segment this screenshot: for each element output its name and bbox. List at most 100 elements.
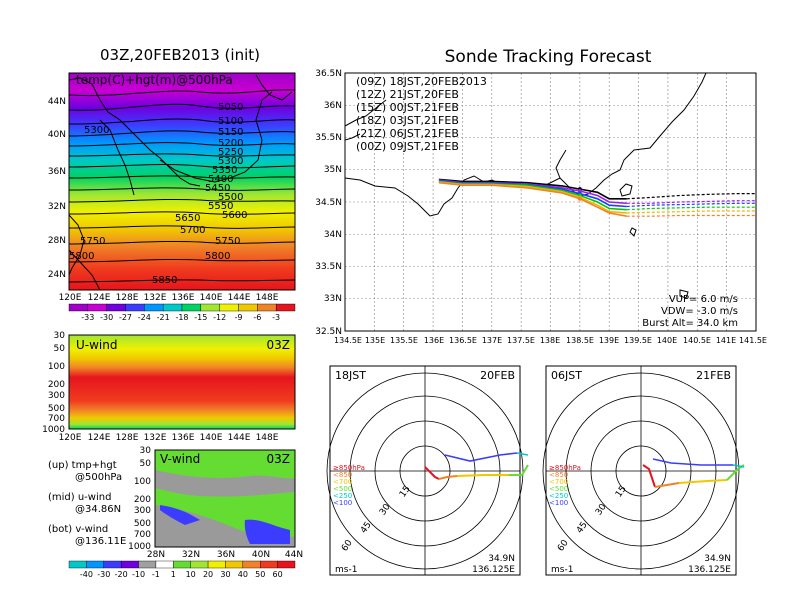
contour-label: 5750: [215, 236, 240, 247]
x-tick: 124E: [88, 433, 111, 443]
level-label: <850: [333, 471, 352, 479]
u-wind-time: 03Z: [267, 338, 291, 352]
wind-colorbar: -40 -30 -20 -10 -1 1 10 20 30 40 50 60: [68, 560, 296, 579]
lon-tick: 139.5E: [624, 336, 652, 345]
hodograph-trace: [509, 464, 529, 476]
contour-label: 5300: [218, 156, 243, 167]
top-map-lon-ticks: 120E 124E 128E 132E 136E 140E 144E 148E: [59, 293, 279, 303]
y-tick: 1000: [42, 425, 65, 435]
track-lat-ticks: 36.5N 36N 35.5N 35N 34.5N 34N 33.5N 33N …: [315, 69, 342, 337]
contour-label: 5800: [69, 251, 94, 262]
lon-tick: 140.5E: [683, 336, 711, 345]
lat-tick: 40N: [48, 130, 66, 140]
colorbar-label: 30: [220, 570, 230, 579]
colorbar-label: -30: [97, 570, 110, 579]
lat-tick: 32.5N: [315, 327, 342, 337]
colorbar-swatch: [277, 560, 296, 569]
colorbar-swatch: [86, 560, 104, 569]
hodograph-lon: 136.125E: [472, 565, 515, 575]
track-lon-ticks: 134.5E 135E 135.5E 136E 136.5E 137E 137.…: [334, 336, 767, 345]
lon-tick: 139E: [599, 336, 619, 345]
colorbar-swatch: [138, 560, 157, 569]
colorbar-label: -1: [152, 570, 160, 579]
colorbar-label: -12: [213, 313, 226, 322]
contour-labels: 5050 5100 5150 5200 5250 5300 5350 5400 …: [69, 102, 247, 286]
note-line: @34.86N: [75, 504, 121, 515]
level-label: <850: [549, 471, 568, 479]
lon-tick: 140E: [200, 293, 223, 303]
colorbar-swatch: [238, 303, 258, 312]
lon-tick: 120E: [59, 293, 82, 303]
u-wind-y-ticks: 30 50 100 200 300 500 700 1000: [42, 331, 65, 435]
hodograph-trace: [678, 479, 728, 484]
x-tick: 120E: [59, 433, 82, 443]
x-tick: 148E: [256, 433, 279, 443]
colorbar-swatch: [155, 560, 174, 569]
level-label: <100: [549, 499, 568, 507]
level-label: ≥850hPa: [333, 464, 365, 472]
stat-line: VDW= -3.0 m/s: [661, 306, 738, 317]
hodograph-lon: 136.125E: [688, 565, 731, 575]
v-wind-x-ticks: 28N 32N 36N 40N 44N: [147, 550, 303, 560]
colorbar-label: -27: [119, 313, 132, 322]
colorbar-swatch: [125, 303, 145, 312]
v-wind-gray-band: [155, 470, 295, 497]
lon-tick: 137.5E: [507, 336, 535, 345]
temperature-height-map: temp(C)+hgt(m)@500hPa 5050 5100 5150 520…: [48, 72, 296, 303]
note-line: @136.11E: [75, 536, 126, 547]
hodograph-06jst: 06JST 21FEB15304560≥850hPa<850<700<500<25…: [542, 365, 745, 576]
contour-label: 5050: [218, 102, 243, 113]
track-lines: [438, 178, 756, 217]
y-tick: 50: [140, 459, 152, 469]
level-label: <700: [549, 478, 568, 486]
contour-label: 5600: [222, 210, 247, 221]
colorbar-swatch: [190, 560, 209, 569]
lon-tick: 136E: [424, 336, 444, 345]
colorbar-label: 1: [171, 570, 176, 579]
hodograph-trace: [732, 464, 745, 468]
colorbar-swatch: [242, 560, 261, 569]
lon-tick: 134.5E: [334, 336, 362, 345]
level-label: <250: [333, 492, 352, 500]
lon-tick: 140E: [657, 336, 677, 345]
colorbar-label: -3: [272, 313, 280, 322]
contour-label: 5200: [218, 138, 243, 149]
hodograph-trace: [456, 474, 509, 477]
y-tick: 300: [48, 391, 65, 401]
y-tick: 500: [134, 519, 151, 529]
level-label: <100: [333, 499, 352, 507]
x-tick: 28N: [147, 550, 165, 560]
lon-tick: 136.5E: [449, 336, 477, 345]
hodograph-time: 18JST: [335, 369, 366, 382]
level-label: <700: [333, 478, 352, 486]
x-tick: 36N: [217, 550, 235, 560]
hodograph-time: 06JST: [551, 369, 582, 382]
y-tick: 30: [54, 331, 66, 341]
stat-line: VUP= 6.0 m/s: [669, 294, 738, 305]
colorbar-swatch: [181, 303, 202, 312]
lat-tick: 35.5N: [315, 133, 342, 143]
contour-label: 5750: [80, 236, 105, 247]
colorbar-swatch: [144, 303, 164, 312]
colorbar-swatch: [257, 303, 277, 312]
temperature-field: [69, 73, 295, 290]
track-line-dashed: [626, 193, 756, 200]
v-wind-y-ticks: 30 50 100 200 300 500 700 1000: [128, 446, 151, 552]
contour-label: 5350: [212, 165, 237, 176]
v-wind-label: V-wind: [160, 452, 200, 466]
track-line-dashed: [626, 210, 756, 214]
track-line-dashed: [626, 202, 756, 208]
top-map-label: temp(C)+hgt(m)@500hPa: [76, 73, 233, 87]
right-panel-title: Sonde Tracking Forecast: [445, 47, 652, 67]
lat-tick: 34.5N: [315, 198, 342, 208]
hodograph-lat: 34.9N: [488, 554, 515, 564]
track-map-frame: [344, 72, 757, 332]
colorbar-label: -40: [80, 570, 93, 579]
note-line: (mid) u-wind: [48, 492, 111, 503]
contour-label: 5550: [208, 201, 233, 212]
colorbar-swatch: [173, 560, 191, 569]
lat-tick: 33N: [324, 294, 342, 304]
y-tick: 700: [48, 414, 65, 424]
hodograph-date: 21FEB: [696, 369, 731, 382]
legend-entry: (15Z) 00JST,21FEB: [356, 101, 459, 114]
